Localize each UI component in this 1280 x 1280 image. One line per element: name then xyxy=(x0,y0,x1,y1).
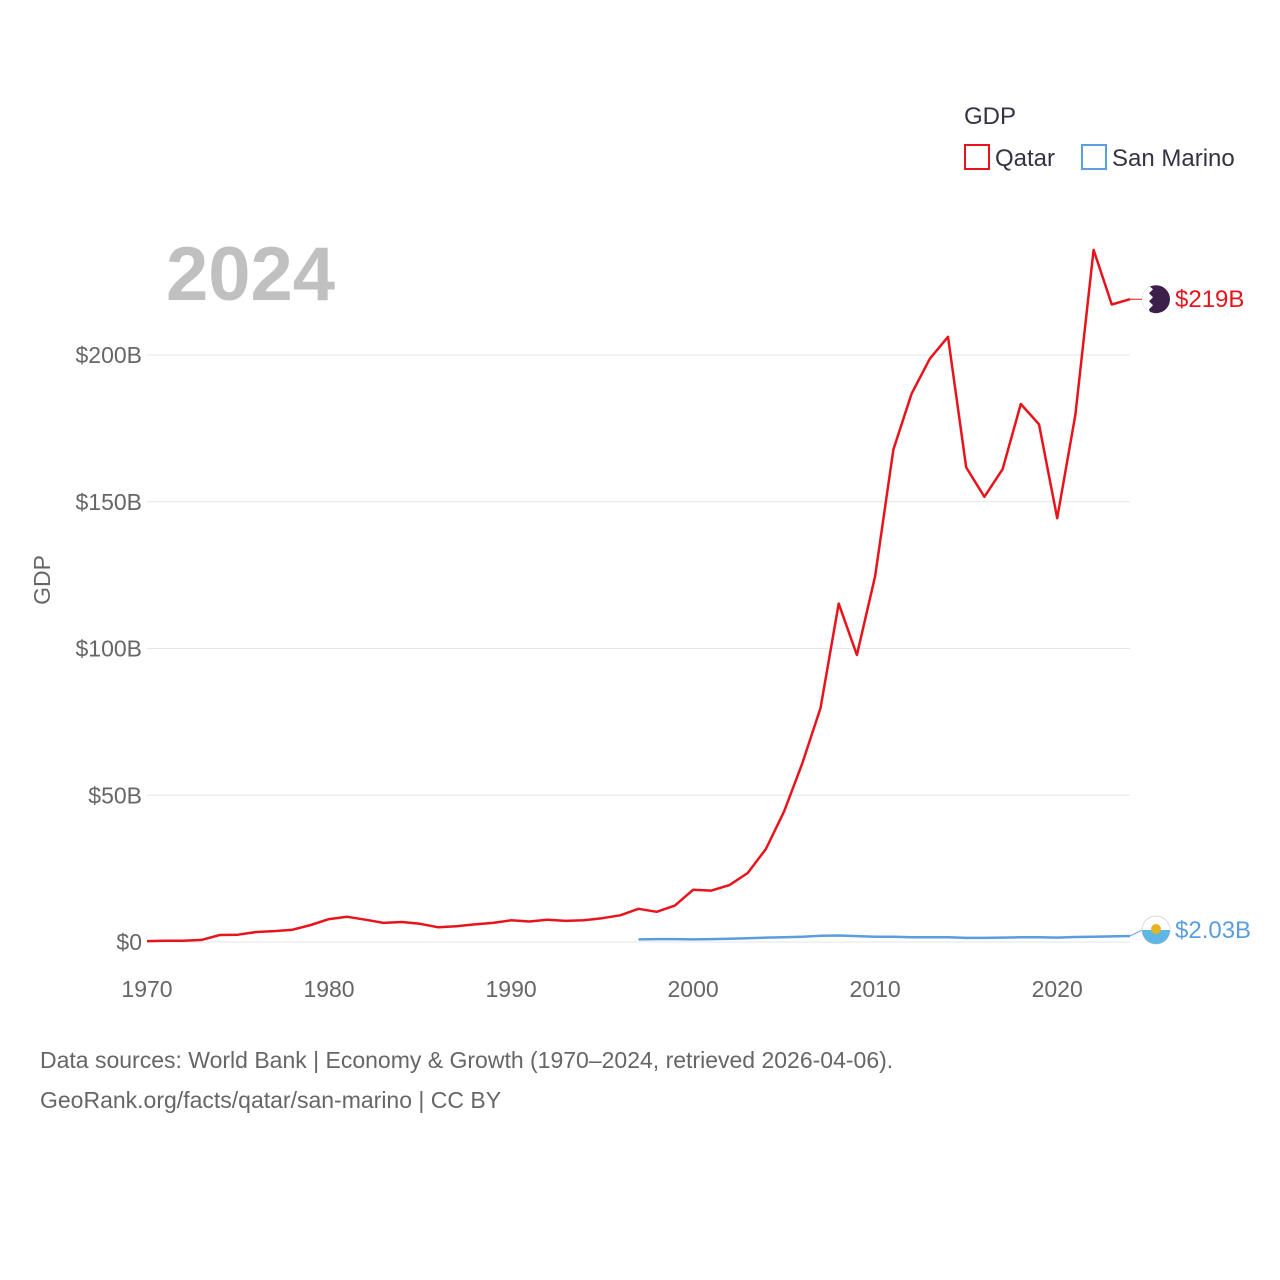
y-tick-label: $200B xyxy=(75,342,142,368)
san-marino-flag-blue xyxy=(1142,930,1170,945)
x-tick-label: 1990 xyxy=(485,976,536,1002)
year-label: 2024 xyxy=(166,232,335,317)
x-tick-label: 1970 xyxy=(121,976,172,1002)
source-line-1: Data sources: World Bank | Economy & Gro… xyxy=(40,1047,894,1073)
series-lines xyxy=(146,248,1131,943)
x-axis-ticks: 1970 1980 1990 2000 2010 2020 xyxy=(121,976,1082,1002)
legend-swatch-san-marino[interactable] xyxy=(1081,144,1107,170)
x-tick-label: 2000 xyxy=(668,976,719,1002)
gdp-line-chart: $0 $50B $100B $150B $200B 1970 1980 1990 2000 20… xyxy=(29,103,1251,1002)
y-tick-label: $0 xyxy=(116,929,142,955)
x-tick-label: 2020 xyxy=(1032,976,1083,1002)
gridlines xyxy=(147,354,1130,943)
source-line-2: GeoRank.org/facts/qatar/san-marino | CC … xyxy=(40,1087,502,1113)
leader-line-san-marino xyxy=(1129,929,1143,937)
y-axis-title: GDP xyxy=(29,555,55,605)
legend: GDP Qatar San Marino xyxy=(964,103,1235,172)
san-marino-flag-emblem xyxy=(1151,924,1161,935)
y-tick-label: $150B xyxy=(75,489,142,515)
legend-label-qatar[interactable]: Qatar xyxy=(995,145,1055,172)
y-tick-label: $100B xyxy=(75,636,142,662)
end-label-qatar: $219B xyxy=(1175,286,1244,313)
legend-swatch-qatar[interactable] xyxy=(964,144,990,170)
y-axis-ticks: $0 $50B $100B $150B $200B xyxy=(75,342,142,955)
san-marino-flag-icon xyxy=(1141,915,1171,945)
x-tick-label: 2010 xyxy=(850,976,901,1002)
series-line-san-marino xyxy=(638,934,1131,941)
end-markers: $219B $2.03B xyxy=(1129,285,1251,945)
qatar-flag-icon xyxy=(1142,285,1170,314)
end-label-san-marino: $2.03B xyxy=(1175,917,1251,944)
y-tick-label: $50B xyxy=(88,782,142,808)
x-tick-label: 1980 xyxy=(303,976,354,1002)
series-line-qatar xyxy=(146,248,1131,943)
qatar-flag-white xyxy=(1142,286,1153,312)
legend-title: GDP xyxy=(964,103,1016,130)
legend-label-san-marino[interactable]: San Marino xyxy=(1112,145,1235,172)
